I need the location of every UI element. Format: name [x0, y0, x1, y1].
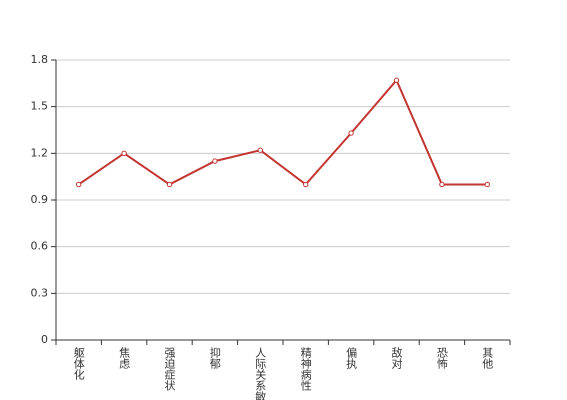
y-tick-label: 0.6: [31, 240, 49, 253]
point: [484, 181, 490, 188]
y-tick-label: 0.3: [31, 286, 49, 299]
line: [78, 78, 488, 186]
point: [76, 181, 82, 188]
x-tick-label: 强迫症状: [163, 347, 176, 391]
x-tick-label: 抑郁: [208, 346, 221, 369]
y-tick-label: 0.9: [31, 193, 49, 206]
x-tick-label: 躯体化: [72, 347, 85, 381]
x-tick-label: 恐怖: [435, 347, 448, 369]
x-tick-label: 精神病性: [299, 347, 312, 392]
point: [166, 181, 173, 188]
y-tick-label: 0: [41, 333, 48, 346]
point: [348, 130, 354, 136]
x-tick-label: 敌对: [390, 346, 403, 369]
x-tick-label: 人际关系敏感: [254, 347, 267, 400]
x-tick-label: 偏执: [345, 346, 358, 370]
point: [121, 150, 127, 157]
point: [439, 181, 445, 188]
x-tick-label: 其他: [481, 347, 494, 369]
y-tick-label: 1.5: [31, 100, 49, 113]
point: [212, 158, 218, 164]
x-tick-label: 焦虑: [118, 347, 131, 369]
point: [303, 181, 309, 188]
point: [393, 77, 400, 83]
point: [257, 147, 263, 153]
y-tick-label: 1.8: [31, 53, 49, 66]
y-tick-label: 1.2: [31, 146, 49, 159]
